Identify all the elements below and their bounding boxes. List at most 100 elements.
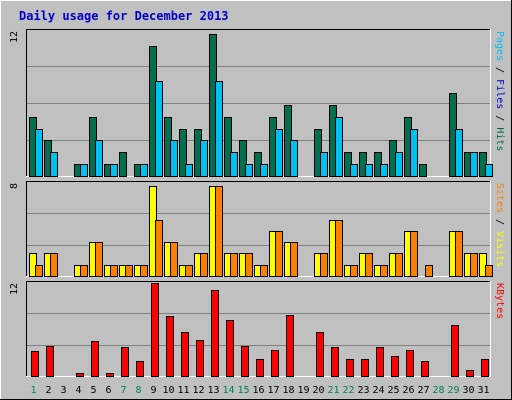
bar-kbytes-day-31	[481, 359, 489, 377]
panel-hits-files: 12 Pages / Files / Hits	[9, 29, 505, 177]
side-label-part: Hits	[494, 127, 505, 151]
day-label-8: 8	[135, 385, 141, 396]
chart-title: Daily usage for December 2013	[19, 9, 229, 23]
bar-kbytes-day-30	[466, 370, 474, 377]
bar-files-day-16	[260, 164, 268, 177]
bar-kbytes-day-6	[106, 373, 114, 377]
bar-sites-day-17	[275, 231, 283, 277]
bar-files-day-17	[275, 129, 283, 177]
day-label-16: 16	[252, 385, 264, 396]
side-label-part: /	[494, 61, 505, 79]
day-label-9: 9	[150, 385, 156, 396]
side-label-part: /	[494, 213, 505, 231]
bar-sites-day-15	[245, 253, 253, 277]
day-label-23: 23	[357, 385, 369, 396]
bar-files-day-10	[170, 140, 178, 177]
bar-sites-day-22	[350, 265, 358, 277]
bar-sites-day-7	[125, 265, 133, 277]
bar-sites-day-5	[95, 242, 103, 277]
side-label-part: Sites	[494, 183, 505, 213]
bar-files-day-11	[185, 164, 193, 177]
bar-kbytes-day-15	[241, 346, 249, 377]
day-label-6: 6	[105, 385, 111, 396]
bar-files-day-13	[215, 81, 223, 177]
day-label-13: 13	[207, 385, 219, 396]
bar-sites-day-2	[50, 253, 58, 277]
day-labels: 1 2 3 4 5 6 7 8 9 10 11 12 13 14 15 16 17 18 19 20 21 22 23 24 2…	[30, 385, 489, 396]
day-label-21: 21	[327, 385, 339, 396]
day-label-28: 28	[432, 385, 444, 396]
y-max-label: 12	[9, 31, 20, 43]
day-label-31: 31	[477, 385, 489, 396]
day-label-7: 7	[120, 385, 126, 396]
bar-kbytes-day-27	[421, 361, 429, 377]
day-label-30: 30	[462, 385, 474, 396]
day-label-17: 17	[267, 385, 279, 396]
bar-files-day-20	[320, 152, 328, 177]
day-label-3: 3	[60, 385, 66, 396]
bar-hits-day-27	[419, 164, 427, 177]
bar-sites-day-23	[365, 253, 373, 277]
bar-sites-day-16	[260, 265, 268, 277]
day-label-12: 12	[192, 385, 204, 396]
day-label-27: 27	[417, 385, 429, 396]
bar-sites-day-14	[230, 253, 238, 277]
bar-files-day-1	[35, 129, 43, 177]
day-label-20: 20	[312, 385, 324, 396]
bar-kbytes-day-7	[121, 347, 129, 377]
y-max-label: 12	[9, 283, 20, 295]
bar-files-day-23	[365, 164, 373, 177]
bar-files-day-26	[410, 129, 418, 177]
bar-kbytes-day-26	[406, 350, 414, 377]
bar-files-day-6	[110, 164, 118, 177]
bar-kbytes-day-2	[46, 346, 54, 377]
day-label-26: 26	[402, 385, 414, 396]
bar-kbytes-day-10	[166, 316, 174, 377]
day-label-18: 18	[282, 385, 294, 396]
bar-hits-day-7	[119, 152, 127, 177]
side-label-part: KBytes	[494, 283, 505, 319]
bar-files-day-18	[290, 140, 298, 177]
bar-sites-day-9	[155, 220, 163, 277]
bar-sites-day-24	[380, 265, 388, 277]
bar-kbytes-day-29	[451, 325, 459, 377]
bar-kbytes-day-11	[181, 332, 189, 377]
bar-files-day-22	[350, 164, 358, 177]
panel-kbytes: 12 KBytes	[9, 281, 505, 377]
side-label: KBytes	[494, 283, 505, 319]
chart-panels: 12 Pages / Files / Hits 8 Sites / Visits 12 K…	[9, 29, 505, 377]
bar-kbytes-day-12	[196, 340, 204, 377]
day-label-1: 1	[30, 385, 36, 396]
bar-kbytes-day-17	[271, 350, 279, 377]
day-label-11: 11	[177, 385, 189, 396]
side-label-part: Files	[494, 79, 505, 109]
bar-hits-day-11	[179, 129, 187, 177]
y-max-label: 8	[9, 183, 20, 189]
bar-sites-day-4	[80, 265, 88, 277]
bar-sites-day-30	[470, 253, 478, 277]
bar-sites-day-11	[185, 265, 193, 277]
day-label-2: 2	[45, 385, 51, 396]
bar-files-day-8	[140, 164, 148, 177]
bar-files-day-4	[80, 164, 88, 177]
bar-sites-day-25	[395, 253, 403, 277]
bar-files-day-2	[50, 152, 58, 177]
side-label: Pages / Files / Hits	[494, 31, 505, 151]
bar-files-day-21	[335, 117, 343, 177]
day-label-22: 22	[342, 385, 354, 396]
day-label-5: 5	[90, 385, 96, 396]
bar-kbytes-day-14	[226, 320, 234, 377]
bar-hits-day-15	[239, 140, 247, 177]
bar-kbytes-day-20	[316, 332, 324, 377]
side-label: Sites / Visits	[494, 183, 505, 267]
day-label-25: 25	[387, 385, 399, 396]
day-label-15: 15	[237, 385, 249, 396]
day-label-24: 24	[372, 385, 384, 396]
bar-files-day-29	[455, 129, 463, 177]
bar-files-day-9	[155, 81, 163, 177]
day-label-10: 10	[162, 385, 174, 396]
bar-sites-day-10	[170, 242, 178, 277]
panel-visits-sites: 8 Sites / Visits	[9, 181, 505, 277]
bar-sites-day-12	[200, 253, 208, 277]
